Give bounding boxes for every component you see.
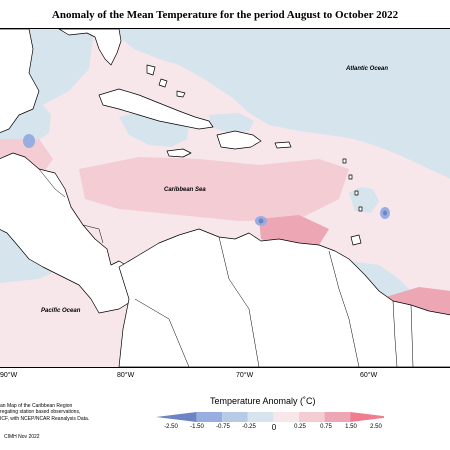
credits-text: an Map of the Caribbean Region regating … — [0, 403, 90, 422]
legend-swatch — [196, 412, 223, 422]
legend-swatch — [350, 412, 384, 422]
legend-title: Temperature Anomaly (˚C) — [210, 396, 316, 406]
legend-swatch — [299, 412, 325, 422]
anomaly-map: Atlantic Ocean Caribbean Sea Pacific Oce… — [0, 28, 450, 368]
mexico-gulf — [0, 29, 40, 133]
legend-tick: -0.25 — [242, 424, 256, 430]
country-borders — [38, 168, 414, 367]
legend-tick: 0.25 — [294, 424, 306, 430]
legend-swatch — [324, 412, 351, 422]
legend-ticks: -2.50 -1.50 -0.75 -0.25 0 0.25 0.75 1.50… — [0, 423, 450, 434]
cool-anomaly-hispaniola — [209, 113, 254, 133]
footer-note: CIMH Nov 2022 — [4, 434, 40, 440]
legend-tick: -2.50 — [164, 424, 178, 430]
south-america — [118, 228, 450, 367]
legend-tick: 0 — [271, 423, 277, 432]
trinidad — [350, 234, 362, 246]
atlantic-ocean-label: Atlantic Ocean — [346, 66, 389, 72]
cool-anomaly-north — [0, 29, 450, 179]
caribbean-sea-label: Caribbean Sea — [164, 187, 206, 193]
lon-label-90w: 90°W — [0, 372, 18, 379]
warm-anomaly-caribbean — [79, 157, 349, 221]
legend-colorbar — [156, 412, 384, 422]
lon-label-80w: 80°W — [117, 372, 135, 379]
legend-swatch — [247, 412, 274, 422]
hispaniola — [216, 130, 262, 150]
lon-label-70w: 70°W — [236, 372, 254, 379]
map-title: Anomaly of the Mean Temperature for the … — [51, 9, 399, 21]
map-canvas — [0, 29, 450, 367]
pacific-ocean-label: Pacific Ocean — [41, 308, 81, 314]
legend-swatch — [222, 412, 248, 422]
legend-tick: 1.50 — [345, 424, 357, 430]
legend-tick: 2.50 — [370, 424, 382, 430]
legend-tick: -0.75 — [216, 424, 230, 430]
legend-swatch — [273, 412, 299, 422]
lon-label-60w: 60°W — [360, 372, 378, 379]
cold-core-yucatan — [23, 134, 35, 148]
jamaica — [166, 148, 192, 158]
legend-tick: -1.50 — [190, 424, 204, 430]
land-outlines — [0, 29, 450, 367]
legend-tick: 0.75 — [320, 424, 332, 430]
florida — [58, 29, 122, 66]
cuba — [98, 88, 214, 130]
legend-swatch — [156, 412, 197, 422]
puerto-rico — [274, 141, 292, 149]
